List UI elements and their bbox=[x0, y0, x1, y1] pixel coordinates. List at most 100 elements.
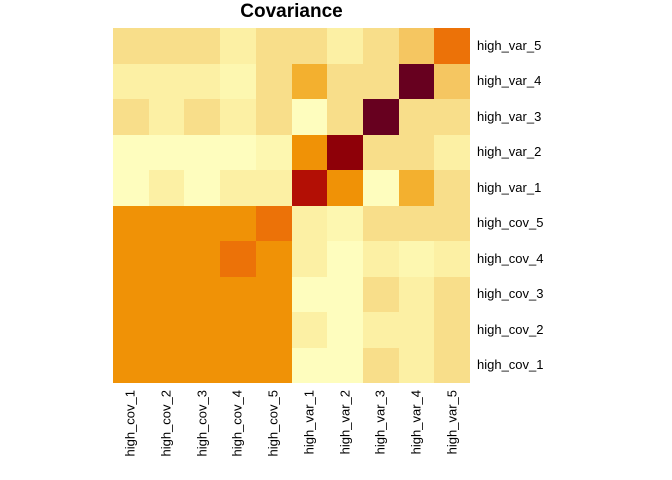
heatmap-cell bbox=[184, 312, 221, 348]
y-axis-label: high_cov_3 bbox=[477, 286, 544, 302]
y-axis-label: high_var_1 bbox=[477, 179, 542, 195]
heatmap-cell bbox=[327, 205, 363, 241]
heatmap-cell bbox=[220, 241, 256, 277]
x-axis-label: high_var_5 bbox=[444, 390, 460, 455]
y-axis-label: high_cov_1 bbox=[477, 357, 544, 373]
heatmap-cell bbox=[434, 134, 470, 170]
heatmap-cell bbox=[184, 63, 221, 99]
heatmap-cell bbox=[291, 99, 328, 135]
heatmap-cell bbox=[291, 170, 328, 206]
heatmap-cell bbox=[113, 205, 149, 241]
heatmap-cell bbox=[255, 241, 292, 277]
heatmap-cell bbox=[291, 205, 328, 241]
heatmap-cell bbox=[291, 347, 328, 383]
heatmap-cell bbox=[113, 99, 149, 135]
heatmap-cell bbox=[291, 312, 328, 348]
heatmap-cell bbox=[398, 276, 435, 312]
heatmap-cell bbox=[398, 63, 435, 99]
heatmap-cell bbox=[434, 99, 470, 135]
heatmap-cell bbox=[184, 347, 221, 383]
y-axis-label: high_cov_4 bbox=[477, 250, 544, 266]
heatmap-cell bbox=[184, 276, 221, 312]
chart-title: Covariance bbox=[240, 1, 343, 22]
heatmap-cell bbox=[148, 312, 185, 348]
heatmap-cell bbox=[327, 99, 363, 135]
heatmap-cell bbox=[148, 63, 185, 99]
heatmap-cell bbox=[255, 312, 292, 348]
x-axis-label: high_var_4 bbox=[408, 390, 424, 455]
heatmap-cell bbox=[291, 134, 328, 170]
heatmap-cell bbox=[148, 347, 185, 383]
heatmap-cell bbox=[398, 99, 435, 135]
heatmap-cell bbox=[362, 241, 399, 277]
x-axis-label: high_var_1 bbox=[301, 390, 317, 455]
heatmap-cell bbox=[148, 99, 185, 135]
y-axis-label: high_cov_2 bbox=[477, 321, 544, 337]
heatmap-cell bbox=[220, 63, 256, 99]
heatmap-cell bbox=[220, 347, 256, 383]
heatmap-cell bbox=[255, 205, 292, 241]
heatmap-cell bbox=[113, 312, 149, 348]
heatmap-cell bbox=[327, 312, 363, 348]
heatmap-cell bbox=[113, 28, 149, 64]
y-axis-label: high_var_4 bbox=[477, 73, 542, 89]
heatmap-cell bbox=[327, 241, 363, 277]
x-axis-label: high_cov_1 bbox=[122, 390, 138, 457]
heatmap-cell bbox=[434, 347, 470, 383]
heatmap-grid bbox=[113, 28, 470, 383]
heatmap-cell bbox=[291, 28, 328, 64]
heatmap-cell bbox=[327, 28, 363, 64]
heatmap-cell bbox=[434, 312, 470, 348]
heatmap-cell bbox=[184, 28, 221, 64]
heatmap-cell bbox=[362, 134, 399, 170]
y-axis-label: high_var_3 bbox=[477, 108, 542, 124]
heatmap-cell bbox=[113, 276, 149, 312]
heatmap-cell bbox=[362, 347, 399, 383]
heatmap-cell bbox=[398, 205, 435, 241]
heatmap-cell bbox=[434, 276, 470, 312]
heatmap-cell bbox=[148, 170, 185, 206]
heatmap-cell bbox=[255, 347, 292, 383]
heatmap-cell bbox=[220, 312, 256, 348]
heatmap-cell bbox=[148, 134, 185, 170]
heatmap-cell bbox=[255, 134, 292, 170]
heatmap-cell bbox=[220, 134, 256, 170]
heatmap-cell bbox=[148, 205, 185, 241]
x-axis-label: high_cov_5 bbox=[265, 390, 281, 457]
heatmap-cell bbox=[220, 205, 256, 241]
heatmap-cell bbox=[255, 28, 292, 64]
heatmap-cell bbox=[220, 99, 256, 135]
heatmap-cell bbox=[148, 241, 185, 277]
heatmap-cell bbox=[398, 312, 435, 348]
heatmap-cell bbox=[327, 63, 363, 99]
heatmap-cell bbox=[113, 347, 149, 383]
heatmap-cell bbox=[398, 241, 435, 277]
heatmap-cell bbox=[220, 276, 256, 312]
heatmap-cell bbox=[327, 347, 363, 383]
heatmap-cell bbox=[434, 28, 470, 64]
heatmap-cell bbox=[220, 170, 256, 206]
heatmap-cell bbox=[113, 63, 149, 99]
heatmap-cell bbox=[434, 63, 470, 99]
heatmap-cell bbox=[434, 241, 470, 277]
heatmap-cell bbox=[327, 134, 363, 170]
heatmap-cell bbox=[362, 63, 399, 99]
heatmap-cell bbox=[148, 28, 185, 64]
heatmap-cell bbox=[113, 170, 149, 206]
heatmap-cell bbox=[184, 205, 221, 241]
heatmap-cell bbox=[362, 276, 399, 312]
x-axis-label: high_cov_4 bbox=[229, 390, 245, 457]
y-axis-label: high_var_5 bbox=[477, 37, 542, 53]
heatmap-cell bbox=[362, 170, 399, 206]
heatmap-cell bbox=[362, 99, 399, 135]
y-axis-label: high_var_2 bbox=[477, 144, 542, 160]
heatmap-cell bbox=[398, 28, 435, 64]
heatmap-cell bbox=[398, 170, 435, 206]
heatmap-cell bbox=[113, 134, 149, 170]
heatmap-cell bbox=[255, 99, 292, 135]
heatmap-cell bbox=[362, 28, 399, 64]
heatmap-cell bbox=[255, 63, 292, 99]
x-axis-label: high_cov_3 bbox=[194, 390, 210, 457]
heatmap-cell bbox=[327, 170, 363, 206]
x-axis-label: high_var_3 bbox=[372, 390, 388, 455]
